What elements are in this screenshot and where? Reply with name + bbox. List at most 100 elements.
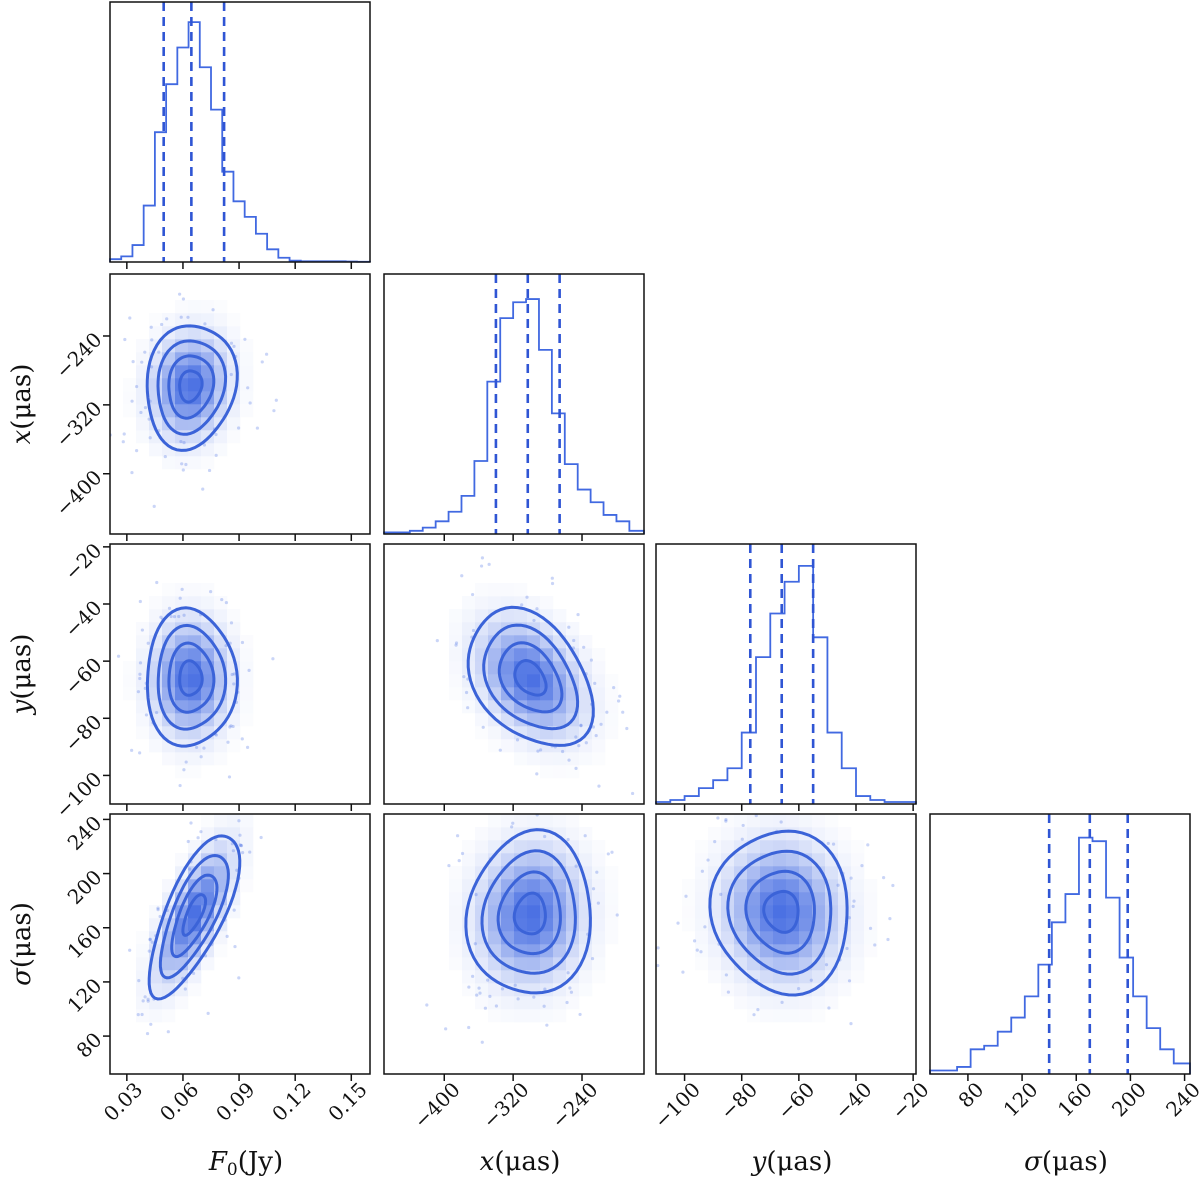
scatter-point [199, 755, 203, 759]
density-cell [201, 752, 215, 766]
density-cell [475, 879, 489, 893]
scatter-point [486, 978, 490, 982]
density-cell [747, 866, 761, 880]
density-cell [149, 596, 163, 610]
density-cell [799, 905, 813, 919]
scatter-point [156, 906, 160, 910]
density-cell [838, 983, 852, 997]
density-cell [605, 726, 619, 740]
density-cell [475, 983, 489, 997]
scatter-point [695, 948, 699, 952]
density-cell [214, 752, 228, 766]
scatter-point [224, 644, 228, 648]
scatter-point [599, 722, 603, 726]
density-cell [747, 827, 761, 841]
density-cell [592, 970, 606, 984]
density-cell [188, 674, 202, 688]
x-tick-label-y: −80 [715, 1077, 762, 1124]
density-cell [851, 853, 865, 867]
density-cell [201, 739, 215, 753]
scatter-point [868, 926, 873, 930]
density-cell [682, 905, 696, 919]
density-cell [227, 430, 241, 444]
density-cell [175, 456, 189, 470]
density-cell [514, 957, 528, 971]
pair-panel-x-F0 [109, 273, 371, 535]
density-cell [527, 1009, 541, 1023]
density-cell [527, 957, 541, 971]
scatter-point [188, 867, 192, 871]
density-cell [227, 853, 241, 867]
density-cell [605, 713, 619, 727]
density-cell [188, 326, 202, 340]
contour-level-3 [145, 324, 239, 452]
density-cell [553, 687, 567, 701]
scatter-point [625, 726, 629, 731]
density-cell [162, 456, 176, 470]
density-cell [488, 970, 502, 984]
density-cell [475, 661, 489, 675]
density-cell [449, 931, 463, 945]
density-cell [760, 918, 774, 932]
density-cell [149, 443, 163, 457]
density-cell [449, 635, 463, 649]
scatter-point [488, 994, 492, 998]
scatter-point [237, 819, 241, 823]
scatter-point [569, 990, 574, 994]
density-cell [149, 609, 163, 623]
density-cell [773, 905, 787, 919]
density-cell [175, 365, 189, 379]
scatter-point [466, 706, 470, 710]
density-cell [760, 905, 774, 919]
panel-frame-sigma [929, 813, 1191, 1075]
scatter-point [163, 454, 167, 459]
density-cell [214, 739, 228, 753]
contour-level-2 [158, 853, 230, 980]
density-cell [851, 944, 865, 958]
scatter-point [464, 690, 469, 695]
scatter-point [836, 883, 840, 887]
y-axis-label-sigma: σ(μas) [7, 902, 37, 986]
density-cell [514, 1009, 528, 1023]
density-cell [773, 814, 787, 828]
density-cell [566, 866, 580, 880]
density-cell [760, 840, 774, 854]
scatter-point [618, 694, 622, 698]
density-cell [527, 879, 541, 893]
density-cell [760, 1009, 774, 1023]
scatter-point [136, 690, 141, 694]
density-cell [851, 840, 865, 854]
density-cell [527, 996, 541, 1010]
density-cell [136, 957, 150, 971]
density-cell [721, 814, 735, 828]
density-cell [514, 879, 528, 893]
density-cell [136, 931, 150, 945]
density-cell [540, 957, 554, 971]
density-cell [566, 983, 580, 997]
density-cell [201, 879, 215, 893]
density-cell [592, 700, 606, 714]
scatter-point [207, 468, 212, 473]
scatter-point [591, 725, 596, 729]
density-cell [773, 931, 787, 945]
density-cell [188, 752, 202, 766]
x-tick-label-F0: 0.06 [155, 1077, 203, 1125]
density-cell [162, 313, 176, 327]
panel-frame-F0 [109, 1, 371, 263]
density-cell [553, 713, 567, 727]
scatter-point [474, 893, 478, 897]
scatter-point [203, 322, 207, 326]
scatter-point [566, 971, 570, 975]
contour-level-0 [178, 369, 204, 404]
density-cell [786, 827, 800, 841]
scatter-point [538, 748, 543, 752]
scatter-point [143, 405, 148, 410]
scatter-point [231, 724, 235, 729]
density-cell [786, 996, 800, 1010]
density-cell [188, 765, 202, 779]
density-cell [540, 1009, 554, 1023]
scatter-point [520, 603, 524, 607]
density-cell [162, 752, 176, 766]
scatter-point [500, 987, 505, 991]
y-tick-label-y: −80 [60, 710, 107, 757]
